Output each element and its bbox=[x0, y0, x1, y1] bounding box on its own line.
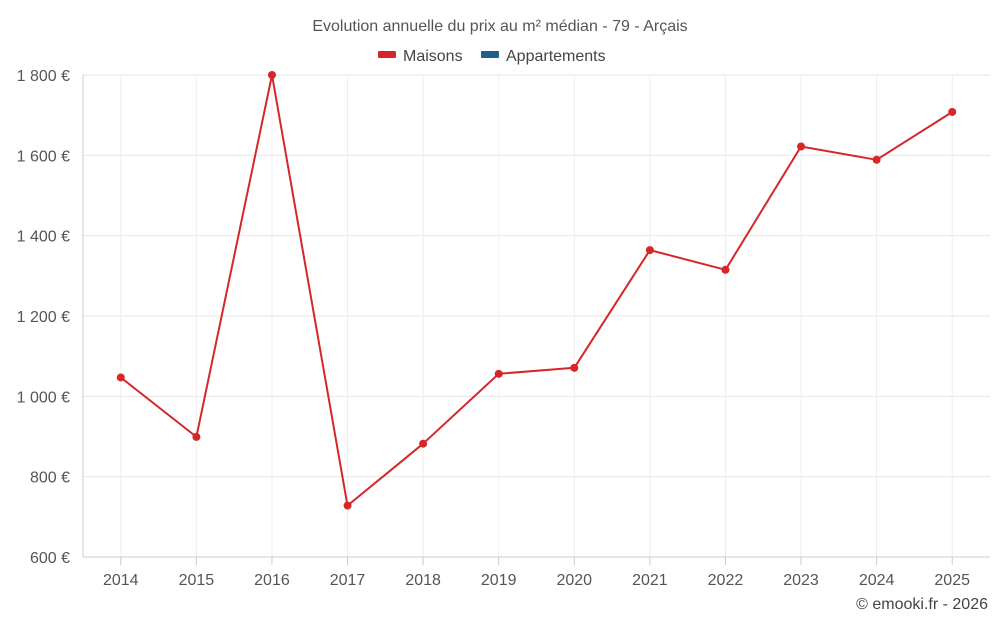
x-tick-label: 2015 bbox=[179, 572, 215, 589]
x-tick-label: 2014 bbox=[103, 572, 139, 589]
legend-item-appartements[interactable]: Appartements bbox=[481, 48, 606, 65]
y-tick-label: 1 000 € bbox=[17, 389, 70, 406]
credit-text: © emooki.fr - 2026 bbox=[856, 596, 988, 613]
data-point-maisons-2021[interactable] bbox=[645, 246, 654, 255]
legend-swatch-appartements bbox=[481, 51, 499, 58]
x-tick-label: 2020 bbox=[556, 572, 592, 589]
data-point-maisons-2020[interactable] bbox=[570, 363, 579, 372]
gridlines bbox=[83, 74, 990, 558]
data-point-maisons-2018[interactable] bbox=[419, 439, 428, 448]
data-point-maisons-2022[interactable] bbox=[721, 265, 730, 274]
x-tick-label: 2022 bbox=[708, 572, 744, 589]
x-axis-ticks: 2014 2015 2016 2017 2018 2019 2020 2021 2022 2023… bbox=[103, 557, 970, 589]
data-point-maisons-2015[interactable] bbox=[192, 432, 201, 441]
y-tick-label: 1 200 € bbox=[17, 309, 70, 326]
y-tick-label: 800 € bbox=[30, 470, 70, 487]
legend-label-appartements: Appartements bbox=[506, 48, 606, 65]
x-tick-label: 2017 bbox=[330, 572, 366, 589]
axes bbox=[82, 75, 990, 558]
legend-item-maisons[interactable]: Maisons bbox=[378, 48, 463, 65]
x-tick-label: 2024 bbox=[859, 572, 895, 589]
x-tick-label: 2019 bbox=[481, 572, 517, 589]
data-point-maisons-2016[interactable] bbox=[267, 71, 276, 79]
chart-title: Evolution annuelle du prix au m² médian … bbox=[312, 18, 687, 35]
x-tick-label: 2023 bbox=[783, 572, 819, 589]
y-axis-ticks: 600 € 800 € 1 000 € 1 200 € 1 400 € 1 600 € 1 … bbox=[17, 68, 70, 567]
data-point-maisons-2014[interactable] bbox=[116, 373, 125, 382]
series-line-maisons bbox=[120, 74, 953, 507]
data-point-maisons-2024[interactable] bbox=[872, 155, 881, 164]
y-tick-label: 1 400 € bbox=[17, 229, 70, 246]
y-tick-label: 600 € bbox=[30, 550, 70, 567]
data-point-maisons-2019[interactable] bbox=[494, 369, 503, 378]
x-tick-label: 2016 bbox=[254, 572, 290, 589]
legend-label-maisons: Maisons bbox=[403, 48, 463, 65]
data-point-maisons-2023[interactable] bbox=[797, 142, 806, 151]
x-tick-label: 2021 bbox=[632, 572, 668, 589]
y-tick-label: 1 600 € bbox=[17, 148, 70, 165]
series-layer bbox=[116, 71, 957, 510]
legend-swatch-maisons bbox=[378, 51, 396, 58]
x-tick-label: 2025 bbox=[934, 572, 970, 589]
data-point-maisons-2017[interactable] bbox=[343, 501, 352, 510]
y-tick-label: 1 800 € bbox=[17, 68, 70, 85]
data-point-maisons-2025[interactable] bbox=[948, 107, 957, 116]
legend: Maisons Appartements bbox=[378, 48, 606, 65]
x-tick-label: 2018 bbox=[405, 572, 441, 589]
